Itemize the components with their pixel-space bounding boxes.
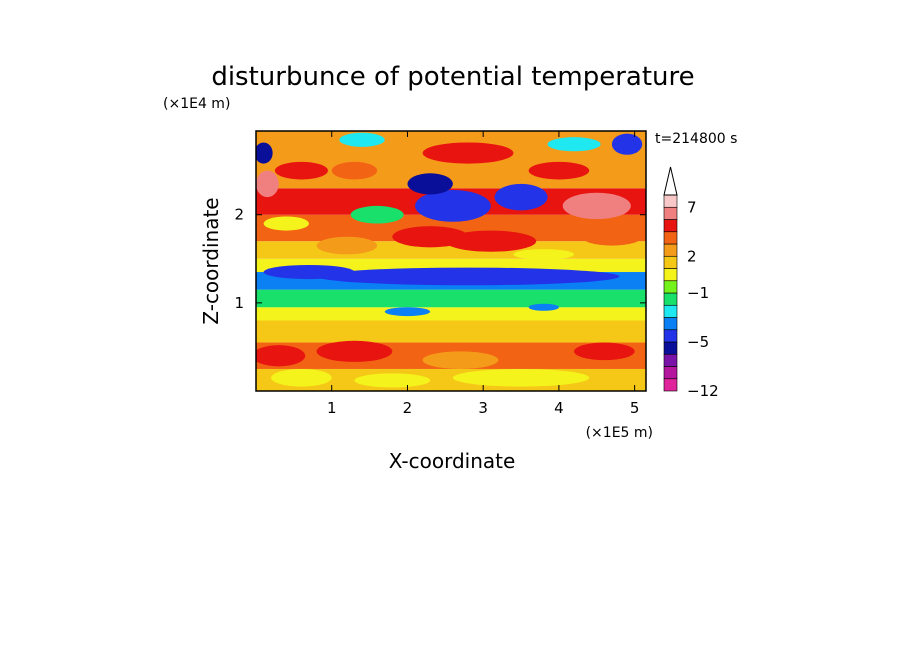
colorbar-swatch xyxy=(663,378,678,392)
colorbar-label: −12 xyxy=(687,382,719,400)
field-band-4 xyxy=(256,289,646,308)
x-tick-label: 2 xyxy=(403,399,413,417)
field-cell-18 xyxy=(494,183,548,211)
x-axis: 1 2 3 4 5 xyxy=(327,131,639,417)
colorbar-swatch xyxy=(663,304,678,318)
field-cell-1 xyxy=(316,340,393,362)
colorbar-swatch xyxy=(663,194,678,208)
x-tick-label: 5 xyxy=(630,399,640,417)
colorbar-swatch xyxy=(663,329,678,343)
heatmap-field xyxy=(256,131,646,391)
field-cell-22 xyxy=(256,142,273,164)
y-unit-label: (×1E4 m) xyxy=(163,96,230,112)
field-cell-12 xyxy=(445,230,537,252)
y-axis-label: Z-coordinate xyxy=(199,197,223,324)
field-cell-3 xyxy=(574,342,635,361)
field-cell-15 xyxy=(350,205,404,224)
field-cell-10 xyxy=(263,264,355,280)
field-cell-27 xyxy=(528,161,590,180)
colorbar-swatch xyxy=(663,280,678,294)
field-cell-2 xyxy=(422,351,499,369)
colorbar-label: 7 xyxy=(687,198,697,216)
y-tick-label: 2 xyxy=(234,206,244,224)
field-cell-4 xyxy=(271,368,332,387)
colorbar-swatch xyxy=(663,317,678,331)
field-cell-26 xyxy=(422,142,514,164)
field-cell-31 xyxy=(513,249,575,260)
field-cell-7 xyxy=(384,307,431,317)
colorbar-label: −1 xyxy=(687,284,709,302)
y-tick-label: 1 xyxy=(234,294,244,312)
field-cell-14 xyxy=(316,236,378,255)
chart-title: disturbunce of potential temperature xyxy=(211,62,694,92)
field-cell-17 xyxy=(407,173,453,195)
y-axis: 12 xyxy=(234,206,646,312)
field-cell-30 xyxy=(263,216,310,231)
field-cell-5 xyxy=(452,368,590,387)
field-cell-8 xyxy=(528,303,559,311)
x-tick-label: 3 xyxy=(478,399,488,417)
field-cell-28 xyxy=(547,137,601,152)
field-cell-20 xyxy=(562,192,631,220)
colorbar-swatch xyxy=(663,243,678,257)
colorbar-swatch xyxy=(663,219,678,233)
colorbar-label: −5 xyxy=(687,333,709,351)
colorbar-swatch xyxy=(663,206,678,220)
field-cell-16 xyxy=(415,190,491,222)
field-cell-24 xyxy=(331,161,378,180)
colorbar: 7 2 −1 −5 −12 xyxy=(663,166,719,400)
field-cell-25 xyxy=(339,132,385,147)
x-tick-label: 1 xyxy=(327,399,337,417)
x-tick-label: 4 xyxy=(554,399,564,417)
field-cell-0 xyxy=(256,345,306,367)
plot-frame xyxy=(255,130,647,392)
colorbar-swatch xyxy=(663,255,678,269)
colorbar-swatch xyxy=(663,231,678,245)
field-cell-13 xyxy=(581,227,643,246)
x-axis-label: X-coordinate xyxy=(389,449,516,473)
field-cell-9 xyxy=(316,267,620,286)
colorbar-label: 2 xyxy=(687,247,697,265)
colorbar-extend-arrow xyxy=(663,166,678,196)
field-cell-21 xyxy=(256,170,279,198)
colorbar-swatch xyxy=(663,341,678,355)
field-cell-23 xyxy=(274,161,328,180)
colorbar-swatch xyxy=(663,292,678,306)
field-band-2 xyxy=(256,320,646,343)
colorbar-swatch xyxy=(663,366,678,380)
time-label: t=214800 s xyxy=(655,131,737,147)
field-cell-29 xyxy=(611,133,643,155)
field-band-3 xyxy=(256,307,646,321)
field-cell-6 xyxy=(354,373,431,388)
colorbar-swatch xyxy=(663,268,678,282)
field-band-6 xyxy=(256,258,646,273)
x-unit-label: (×1E5 m) xyxy=(586,425,653,441)
colorbar-swatch xyxy=(663,353,678,367)
